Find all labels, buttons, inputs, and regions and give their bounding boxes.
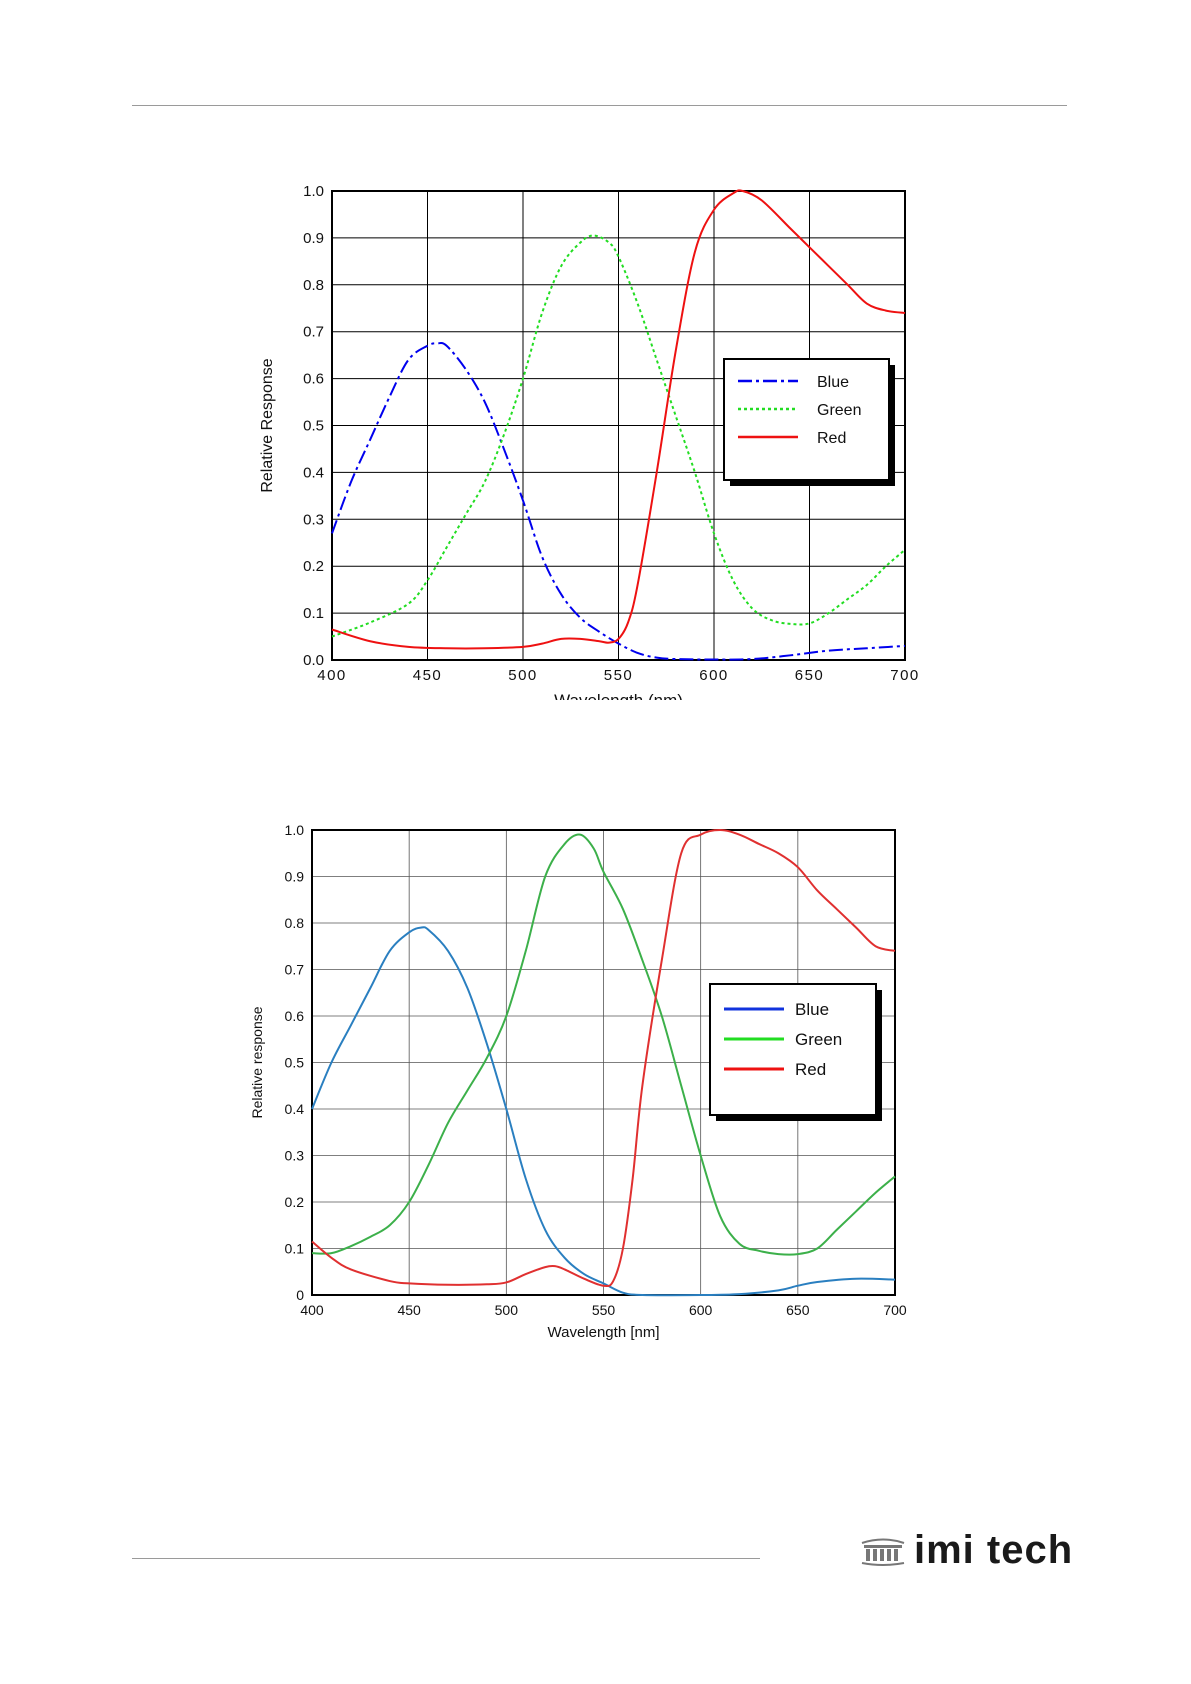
x-tick-label: 550 bbox=[604, 667, 634, 684]
series-line-green bbox=[331, 234, 906, 638]
y-tick-label: 0.4 bbox=[285, 1101, 305, 1117]
series-line-blue bbox=[331, 341, 906, 661]
x-tick-label: 650 bbox=[795, 667, 825, 684]
legend-label-red: Red bbox=[795, 1060, 826, 1079]
series-line-blue bbox=[311, 926, 896, 1297]
footer-rule bbox=[132, 1558, 760, 1559]
x-tick-label: 500 bbox=[495, 1302, 519, 1318]
y-tick-label: 0.3 bbox=[303, 511, 324, 528]
y-tick-label: 0.9 bbox=[303, 230, 324, 247]
x-axis-label: Wavelength (nm) bbox=[554, 691, 683, 700]
imi-tech-logo: imi tech bbox=[860, 1528, 1073, 1573]
y-tick-label: 0.5 bbox=[303, 418, 324, 435]
x-tick-label: 400 bbox=[300, 1302, 324, 1318]
legend-label-blue: Blue bbox=[817, 374, 849, 391]
legend-label-red: Red bbox=[817, 430, 846, 447]
x-axis-label: Wavelength [nm] bbox=[548, 1324, 660, 1341]
x-tick-label: 500 bbox=[508, 667, 538, 684]
plot-frame bbox=[331, 190, 906, 661]
x-tick-label: 450 bbox=[397, 1302, 421, 1318]
y-tick-label: 1.0 bbox=[303, 183, 324, 200]
y-tick-label: 0.8 bbox=[285, 915, 305, 931]
y-tick-label: 0.7 bbox=[303, 324, 324, 341]
legend-box bbox=[709, 983, 877, 1116]
y-tick-label: 0.1 bbox=[303, 605, 324, 622]
y-axis-label: Relative response bbox=[249, 1006, 265, 1118]
y-axis-label: Relative Response bbox=[259, 358, 276, 492]
x-tick-label: 600 bbox=[699, 667, 729, 684]
series-line-red bbox=[331, 189, 906, 650]
x-tick-label: 450 bbox=[413, 667, 443, 684]
y-tick-label: 0.4 bbox=[303, 464, 324, 481]
y-tick-label: 0.6 bbox=[303, 371, 324, 388]
legend-label-green: Green bbox=[817, 402, 861, 419]
y-tick-label: 0.3 bbox=[285, 1148, 305, 1164]
y-tick-label: 0.9 bbox=[285, 869, 305, 885]
y-tick-label: 0.7 bbox=[285, 962, 305, 978]
series-line-red bbox=[311, 828, 896, 1288]
y-tick-label: 0.2 bbox=[285, 1194, 305, 1210]
header-rule bbox=[132, 105, 1067, 106]
series-line-green bbox=[311, 833, 896, 1256]
y-tick-label: 0.6 bbox=[285, 1008, 305, 1024]
y-tick-label: 0.5 bbox=[285, 1055, 305, 1071]
x-tick-label: 700 bbox=[883, 1302, 907, 1318]
y-tick-label: 1.0 bbox=[285, 822, 305, 838]
legend-label-blue: Blue bbox=[795, 1000, 829, 1019]
spectral-response-chart-2: 0 0.1 0.2 0.3 0.4 0.5 0.6 0.7 0.8 0.9 1.0 400 450 500… bbox=[249, 822, 907, 1341]
x-tick-label: 550 bbox=[592, 1302, 616, 1318]
y-tick-label: 0.1 bbox=[285, 1241, 305, 1257]
plot-frame bbox=[311, 829, 896, 1296]
y-tick-label: 0.8 bbox=[303, 277, 324, 294]
x-tick-label: 650 bbox=[786, 1302, 810, 1318]
y-tick-label: 0.0 bbox=[303, 652, 324, 669]
x-tick-label: 400 bbox=[317, 667, 347, 684]
y-tick-label: 0 bbox=[296, 1287, 304, 1303]
logo-text: imi tech bbox=[914, 1528, 1074, 1572]
x-tick-label: 700 bbox=[890, 667, 920, 684]
y-tick-label: 0.2 bbox=[303, 558, 324, 575]
x-tick-label: 600 bbox=[689, 1302, 713, 1318]
legend-box bbox=[723, 358, 890, 481]
legend-label-green: Green bbox=[795, 1030, 842, 1049]
spectral-response-chart-1: 0.0 0.1 0.2 0.3 0.4 0.5 0.6 0.7 0.8 0.9 1.0 400 450 5… bbox=[259, 183, 920, 700]
logo-columns-icon bbox=[861, 1538, 905, 1566]
